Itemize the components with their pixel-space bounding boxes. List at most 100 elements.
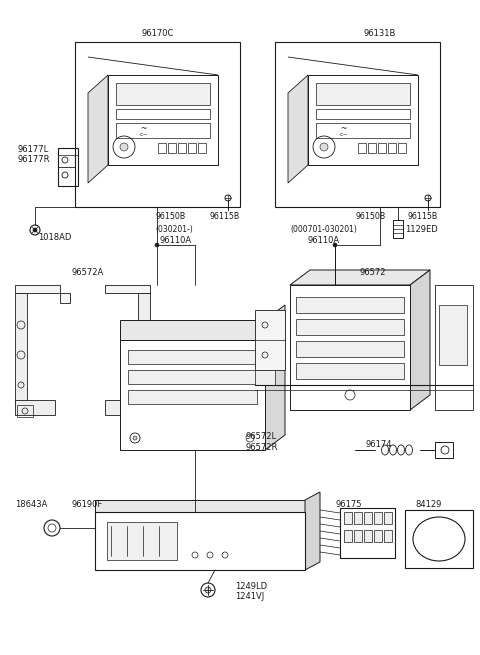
Bar: [168, 143, 176, 153]
Text: 96572A: 96572A: [72, 268, 104, 277]
Bar: [384, 512, 392, 524]
Text: 18643A: 18643A: [15, 500, 48, 509]
Bar: [308, 75, 418, 165]
Polygon shape: [265, 305, 285, 450]
Bar: [120, 340, 265, 450]
Text: 1129ED: 1129ED: [405, 225, 438, 234]
Bar: [405, 510, 473, 568]
Circle shape: [133, 436, 137, 440]
Text: 96572L: 96572L: [245, 432, 276, 441]
Text: 1249LD: 1249LD: [235, 582, 267, 591]
Bar: [128, 390, 257, 404]
Polygon shape: [105, 285, 150, 293]
Polygon shape: [88, 57, 218, 75]
Bar: [198, 143, 206, 153]
Polygon shape: [288, 57, 418, 75]
Polygon shape: [15, 400, 55, 415]
Bar: [354, 512, 362, 524]
Bar: [435, 442, 453, 458]
Polygon shape: [288, 75, 308, 183]
Bar: [378, 143, 386, 153]
Polygon shape: [255, 310, 285, 370]
Bar: [316, 109, 410, 119]
Text: 96131B: 96131B: [364, 29, 396, 38]
Polygon shape: [255, 370, 275, 385]
Polygon shape: [138, 293, 150, 405]
Bar: [344, 530, 352, 542]
Polygon shape: [410, 270, 430, 410]
Polygon shape: [88, 75, 108, 183]
Bar: [116, 123, 210, 138]
Bar: [296, 341, 404, 357]
Text: 1018AD: 1018AD: [38, 233, 72, 242]
Bar: [290, 285, 410, 410]
Text: 96177L: 96177L: [18, 145, 49, 154]
Text: 96110A: 96110A: [160, 236, 192, 245]
Text: 96150B: 96150B: [155, 212, 185, 221]
Circle shape: [155, 243, 159, 247]
Text: 96110A: 96110A: [308, 236, 340, 245]
Polygon shape: [120, 320, 265, 340]
Text: 84129: 84129: [415, 500, 442, 509]
Bar: [358, 143, 366, 153]
Text: 96572R: 96572R: [245, 443, 277, 452]
Bar: [439, 305, 467, 365]
Bar: [435, 285, 473, 410]
Bar: [374, 512, 382, 524]
Circle shape: [205, 587, 211, 593]
Text: ~: ~: [340, 124, 347, 133]
Bar: [354, 530, 362, 542]
Text: ~: ~: [140, 124, 146, 133]
Bar: [116, 109, 210, 119]
Bar: [340, 508, 395, 558]
Polygon shape: [15, 285, 70, 303]
Text: 96175: 96175: [335, 500, 361, 509]
Bar: [108, 75, 218, 165]
Bar: [129, 405, 145, 417]
Text: 96190F: 96190F: [72, 500, 103, 509]
Bar: [388, 143, 396, 153]
Bar: [95, 512, 305, 570]
Bar: [296, 297, 404, 313]
Bar: [75, 42, 240, 207]
Text: 1241VJ: 1241VJ: [235, 592, 264, 601]
Bar: [384, 530, 392, 542]
Bar: [393, 220, 403, 238]
Text: c~: c~: [340, 132, 349, 137]
Circle shape: [320, 143, 328, 151]
Text: 96572: 96572: [360, 268, 386, 277]
Bar: [107, 522, 177, 560]
Polygon shape: [105, 400, 145, 415]
Polygon shape: [305, 492, 320, 570]
Text: 96177R: 96177R: [18, 155, 50, 164]
Text: c~: c~: [140, 132, 149, 137]
Text: 96150B: 96150B: [355, 212, 385, 221]
Bar: [275, 42, 440, 207]
Bar: [17, 405, 33, 417]
Bar: [128, 370, 257, 384]
Bar: [296, 363, 404, 379]
Polygon shape: [290, 270, 430, 285]
Text: (030201-): (030201-): [155, 225, 193, 234]
Text: 96174: 96174: [365, 440, 392, 449]
Bar: [158, 143, 166, 153]
Text: 96115B: 96115B: [210, 212, 240, 221]
Text: (000701-030201): (000701-030201): [290, 225, 357, 234]
Bar: [116, 83, 210, 105]
Text: 96115B: 96115B: [408, 212, 438, 221]
Bar: [364, 512, 372, 524]
Circle shape: [120, 143, 128, 151]
Text: 96170C: 96170C: [142, 29, 174, 38]
Bar: [296, 319, 404, 335]
Bar: [364, 530, 372, 542]
Bar: [178, 143, 186, 153]
Bar: [368, 143, 376, 153]
Polygon shape: [95, 500, 305, 512]
Polygon shape: [15, 293, 27, 405]
Bar: [374, 530, 382, 542]
Bar: [344, 512, 352, 524]
Bar: [58, 148, 78, 186]
Circle shape: [333, 243, 337, 247]
Circle shape: [33, 228, 37, 232]
Bar: [316, 83, 410, 105]
